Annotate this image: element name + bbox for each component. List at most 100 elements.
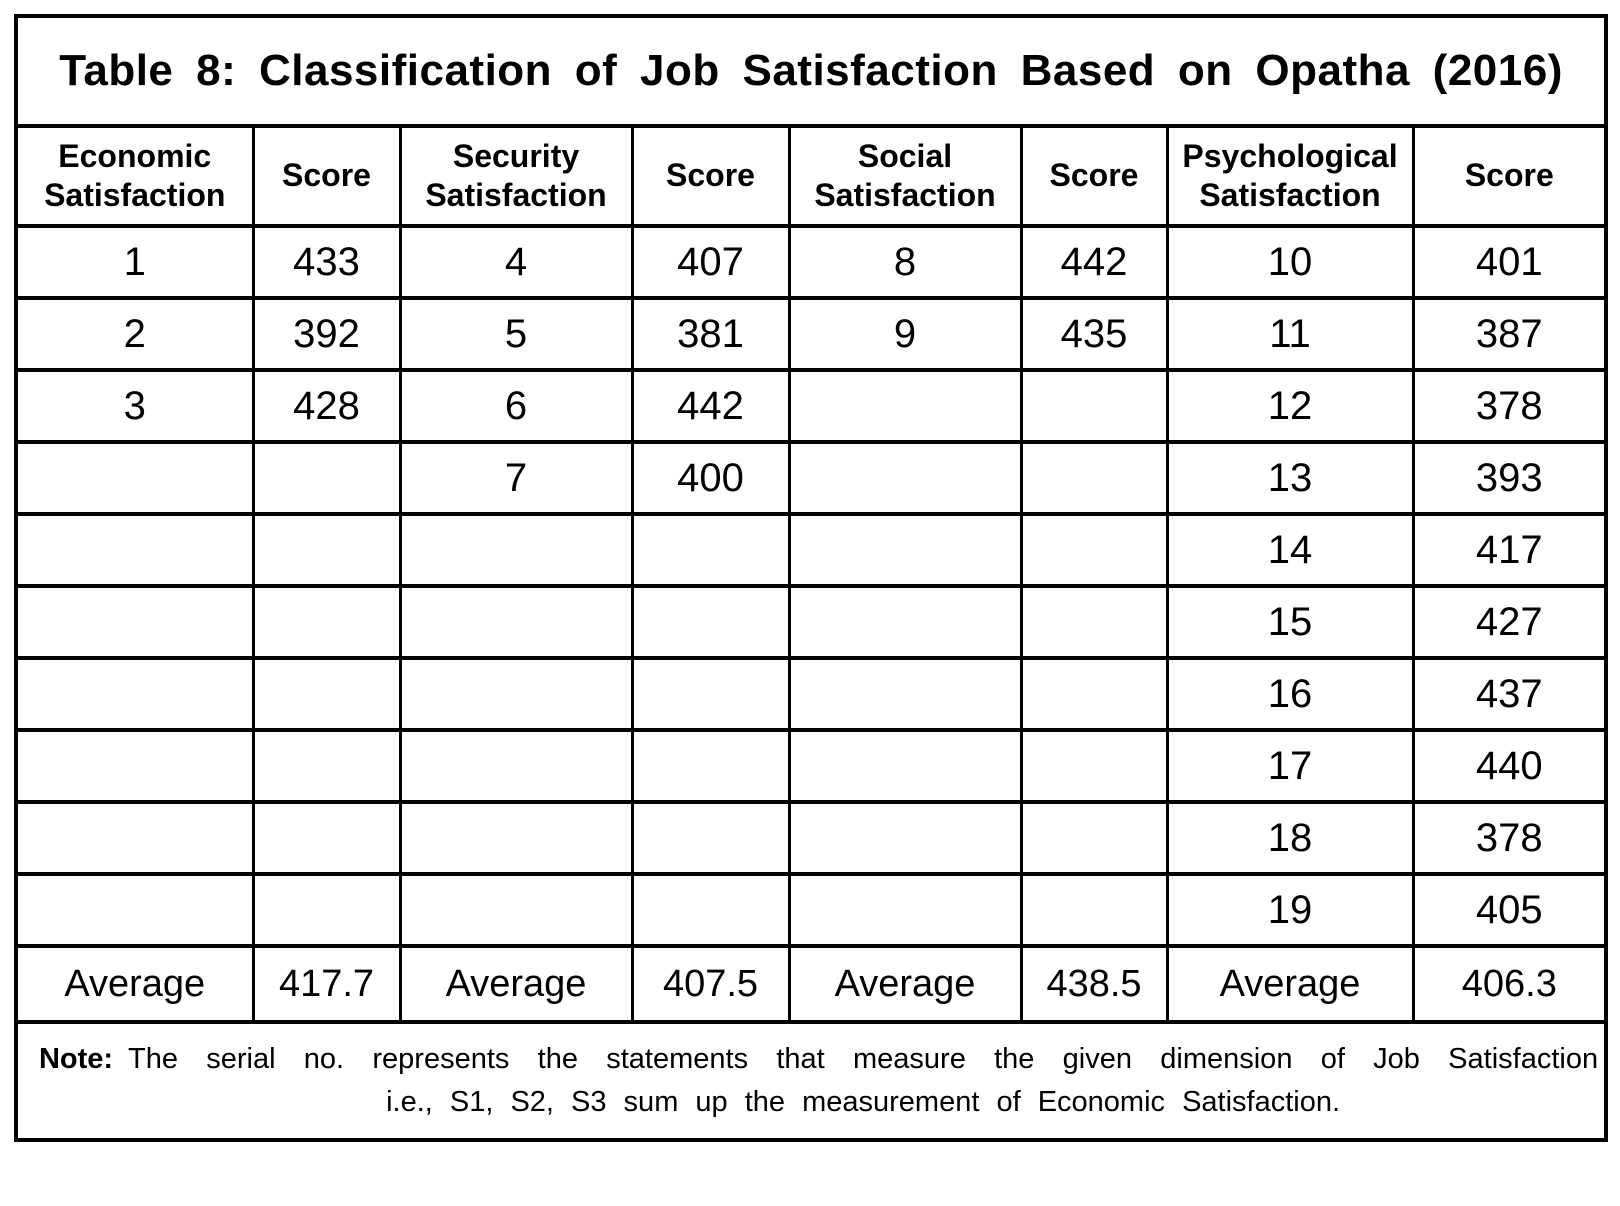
cell-r2-c5: 9 — [787, 296, 1023, 372]
cell-r2-c2: 392 — [251, 296, 402, 372]
table-body: 1 433 4 407 8 442 10 401 2 392 5 381 9 435 11 387 3 428 6 4… — [14, 224, 1608, 948]
cell-r1-c3: 4 — [398, 224, 634, 300]
cell-r5-c3 — [398, 512, 634, 588]
table-row-3: 3 428 6 442 12 378 — [14, 368, 1608, 444]
cell-r7-c3 — [398, 656, 634, 732]
cell-r7-c8: 437 — [1411, 656, 1608, 732]
note-cell: Note: The serial no. represents the stat… — [14, 1020, 1608, 1142]
note-row: Note: The serial no. represents the stat… — [14, 1020, 1608, 1142]
cell-r1-c5: 8 — [787, 224, 1023, 300]
table-row-6: 15 427 — [14, 584, 1608, 660]
cell-r6-c3 — [398, 584, 634, 660]
header-cell-7: Psychological Satisfaction — [1165, 124, 1415, 228]
cell-r5-c2 — [251, 512, 402, 588]
cell-r4-c5 — [787, 440, 1023, 516]
cell-r7-c4 — [630, 656, 791, 732]
cell-r10-c8: 405 — [1411, 872, 1608, 948]
note-text: The serial no. represents the statements… — [128, 1038, 1598, 1125]
cell-r4-c8: 393 — [1411, 440, 1608, 516]
table-row-1: 1 433 4 407 8 442 10 401 — [14, 224, 1608, 300]
cell-r4-c6 — [1019, 440, 1169, 516]
cell-r8-c8: 440 — [1411, 728, 1608, 804]
cell-r2-c7: 11 — [1165, 296, 1415, 372]
cell-r6-c1 — [14, 584, 255, 660]
cell-r1-c2: 433 — [251, 224, 402, 300]
cell-r6-c6 — [1019, 584, 1169, 660]
average-cell-3: Average — [398, 944, 634, 1024]
header-cell-5: Social Satisfaction — [787, 124, 1023, 228]
cell-r2-c8: 387 — [1411, 296, 1608, 372]
cell-r2-c4: 381 — [630, 296, 791, 372]
cell-r3-c1: 3 — [14, 368, 255, 444]
table-row-2: 2 392 5 381 9 435 11 387 — [14, 296, 1608, 372]
cell-r8-c3 — [398, 728, 634, 804]
cell-r8-c6 — [1019, 728, 1169, 804]
cell-r5-c5 — [787, 512, 1023, 588]
average-cell-8: 406.3 — [1411, 944, 1608, 1024]
cell-r10-c3 — [398, 872, 634, 948]
cell-r9-c6 — [1019, 800, 1169, 876]
cell-r7-c2 — [251, 656, 402, 732]
cell-r1-c6: 442 — [1019, 224, 1169, 300]
cell-r5-c6 — [1019, 512, 1169, 588]
cell-r7-c5 — [787, 656, 1023, 732]
header-cell-8: Score — [1411, 124, 1608, 228]
table-title: Table 8: Classification of Job Satisfact… — [14, 14, 1608, 128]
cell-r4-c1 — [14, 440, 255, 516]
cell-r6-c7: 15 — [1165, 584, 1415, 660]
table-row-5: 14 417 — [14, 512, 1608, 588]
cell-r2-c6: 435 — [1019, 296, 1169, 372]
cell-r8-c2 — [251, 728, 402, 804]
cell-r7-c7: 16 — [1165, 656, 1415, 732]
cell-r10-c5 — [787, 872, 1023, 948]
table-row-8: 17 440 — [14, 728, 1608, 804]
table-row-10: 19 405 — [14, 872, 1608, 948]
note-line-2: i.e., S1, S2, S3 sum up the measurement … — [386, 1086, 1341, 1118]
cell-r10-c6 — [1019, 872, 1169, 948]
cell-r1-c1: 1 — [14, 224, 255, 300]
cell-r8-c5 — [787, 728, 1023, 804]
cell-r9-c5 — [787, 800, 1023, 876]
average-cell-1: Average — [14, 944, 255, 1024]
cell-r3-c8: 378 — [1411, 368, 1608, 444]
cell-r1-c7: 10 — [1165, 224, 1415, 300]
average-cell-2: 417.7 — [251, 944, 402, 1024]
cell-r9-c7: 18 — [1165, 800, 1415, 876]
average-cell-6: 438.5 — [1019, 944, 1169, 1024]
cell-r8-c1 — [14, 728, 255, 804]
cell-r10-c1 — [14, 872, 255, 948]
cell-r2-c3: 5 — [398, 296, 634, 372]
header-row: Economic Satisfaction Score Security Satis… — [14, 124, 1608, 228]
title-row: Table 8: Classification of Job Satisfact… — [14, 14, 1608, 128]
cell-r3-c6 — [1019, 368, 1169, 444]
average-cell-5: Average — [787, 944, 1023, 1024]
cell-r4-c2 — [251, 440, 402, 516]
cell-r10-c4 — [630, 872, 791, 948]
cell-r3-c7: 12 — [1165, 368, 1415, 444]
header-cell-2: Score — [251, 124, 402, 228]
cell-r4-c3: 7 — [398, 440, 634, 516]
cell-r1-c4: 407 — [630, 224, 791, 300]
cell-r4-c4: 400 — [630, 440, 791, 516]
cell-r6-c8: 427 — [1411, 584, 1608, 660]
header-cell-6: Score — [1019, 124, 1169, 228]
cell-r9-c2 — [251, 800, 402, 876]
cell-r5-c8: 417 — [1411, 512, 1608, 588]
cell-r9-c3 — [398, 800, 634, 876]
cell-r6-c4 — [630, 584, 791, 660]
cell-r3-c5 — [787, 368, 1023, 444]
average-cell-7: Average — [1165, 944, 1415, 1024]
cell-r8-c4 — [630, 728, 791, 804]
average-row: Average 417.7 Average 407.5 Average 438.5 Aver… — [14, 944, 1608, 1024]
cell-r10-c7: 19 — [1165, 872, 1415, 948]
cell-r9-c4 — [630, 800, 791, 876]
table-row-9: 18 378 — [14, 800, 1608, 876]
note-line-1: The serial no. represents the statements… — [128, 1042, 1599, 1075]
cell-r6-c5 — [787, 584, 1023, 660]
cell-r9-c8: 378 — [1411, 800, 1608, 876]
table-row-4: 7 400 13 393 — [14, 440, 1608, 516]
cell-r3-c3: 6 — [398, 368, 634, 444]
cell-r1-c8: 401 — [1411, 224, 1608, 300]
cell-r10-c2 — [251, 872, 402, 948]
